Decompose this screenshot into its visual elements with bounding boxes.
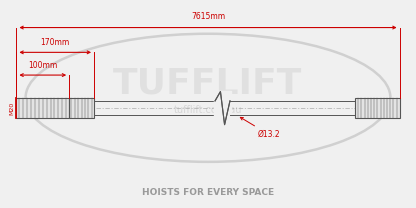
Text: TUFFLIFT: TUFFLIFT bbox=[113, 66, 303, 100]
Text: tufflift.com.au: tufflift.com.au bbox=[174, 105, 242, 115]
Text: HOISTS FOR EVERY SPACE: HOISTS FOR EVERY SPACE bbox=[142, 188, 274, 197]
Text: 7615mm: 7615mm bbox=[191, 12, 225, 21]
Bar bbox=[17, 98, 69, 119]
Text: M20: M20 bbox=[10, 102, 15, 115]
Text: Ø13.2: Ø13.2 bbox=[240, 117, 280, 139]
Bar bbox=[355, 98, 399, 119]
Text: 100mm: 100mm bbox=[28, 61, 57, 70]
Text: 170mm: 170mm bbox=[41, 38, 70, 47]
Bar bbox=[69, 98, 94, 119]
